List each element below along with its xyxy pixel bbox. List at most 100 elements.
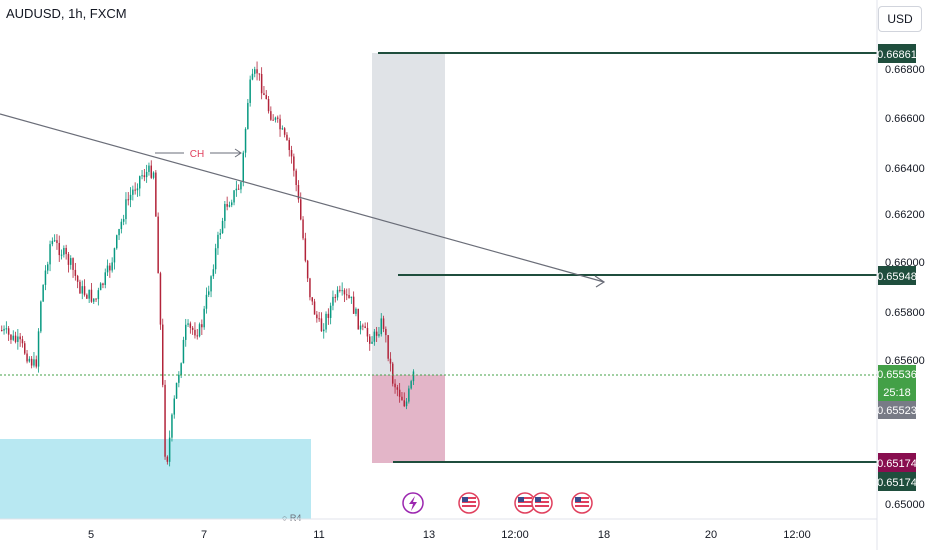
candle-body — [97, 290, 100, 300]
time-tick: 11 — [313, 529, 324, 541]
candle-body — [30, 358, 33, 366]
candle-body — [274, 117, 277, 120]
price-tick: 0.66800 — [885, 64, 925, 76]
candle-body — [371, 341, 373, 344]
candle-body — [120, 221, 123, 230]
candle-body — [35, 359, 37, 367]
candle-body — [132, 189, 134, 195]
candle-body — [394, 383, 396, 388]
candle-body — [175, 382, 178, 399]
candle-body — [63, 247, 65, 255]
candle-body — [201, 324, 203, 328]
candle-body — [155, 172, 157, 217]
candle-body — [44, 270, 47, 285]
candle-body — [375, 331, 378, 336]
event-markers[interactable] — [402, 492, 593, 514]
candle-body — [185, 324, 187, 340]
candle-body — [403, 400, 405, 407]
candle-body — [332, 296, 334, 306]
candle-body — [182, 339, 185, 364]
trend-line[interactable] — [0, 113, 605, 283]
candle-body — [323, 329, 325, 332]
candle-body — [320, 318, 323, 332]
time-tick: 12:00 — [501, 529, 529, 541]
candle-body — [281, 128, 284, 130]
candle-body — [150, 165, 152, 178]
candle-body — [350, 296, 353, 298]
price-tick: 0.65600 — [885, 355, 925, 367]
tag-bg — [878, 44, 916, 63]
us-flag-icon[interactable] — [514, 492, 536, 514]
candle-body — [14, 335, 17, 342]
candle-body — [398, 389, 401, 397]
candle-body — [99, 283, 102, 291]
candle-body — [113, 248, 116, 263]
candle-body — [5, 328, 8, 330]
candle-body — [256, 69, 258, 74]
candle-body — [76, 275, 79, 282]
candle-body — [249, 79, 251, 103]
candle-body — [231, 202, 233, 206]
candle-body — [228, 205, 231, 207]
time-axis[interactable]: 5 7 11 13 12:00 18 20 12:00 — [88, 529, 811, 541]
us-flag-icon[interactable] — [571, 492, 593, 514]
us-flag-icon[interactable] — [531, 492, 553, 514]
demand-zone[interactable] — [0, 439, 311, 519]
candle-body — [290, 150, 293, 157]
candle-body — [104, 272, 106, 285]
candle-body — [162, 324, 164, 385]
candle-body — [364, 326, 366, 328]
candle-body — [148, 165, 150, 172]
candle-body — [405, 401, 408, 407]
time-tick: 18 — [598, 529, 610, 541]
candle-body — [362, 325, 364, 327]
candle-body — [389, 358, 392, 364]
candle-body — [171, 414, 173, 438]
candle-body — [210, 276, 212, 292]
candle-body — [56, 240, 58, 243]
candle-body — [408, 388, 410, 402]
candle-body — [58, 242, 60, 256]
candle-body — [60, 254, 63, 256]
price-tag-label: 0.65523 — [877, 405, 917, 417]
candle-body — [70, 258, 72, 265]
candle-body — [247, 102, 249, 129]
candle-body — [139, 176, 141, 189]
candle-body — [270, 111, 272, 120]
candle-body — [396, 387, 399, 390]
candle-body — [410, 381, 412, 389]
candle-body — [343, 290, 346, 295]
price-tick: 0.65800 — [885, 307, 925, 319]
candle-body — [33, 359, 35, 366]
candle-body — [67, 254, 70, 265]
candle-body — [309, 278, 311, 298]
candle-body — [116, 235, 118, 249]
candle-body — [359, 325, 362, 330]
candle-body — [346, 294, 348, 296]
price-axis[interactable]: 0.66800 0.66600 0.66400 0.66200 0.66000 … — [885, 64, 925, 511]
candle-body — [329, 305, 332, 318]
price-tick: 0.66200 — [885, 209, 925, 221]
candle-body — [134, 189, 136, 191]
candle-body — [267, 99, 270, 112]
time-tick: 7 — [201, 529, 207, 541]
price-tag-label: 0.66861 — [877, 49, 917, 61]
candle-body — [240, 182, 242, 190]
candle-body — [302, 219, 304, 239]
lightning-icon[interactable] — [402, 492, 424, 514]
candle-body — [118, 229, 120, 236]
candle-body — [180, 363, 182, 375]
candle-body — [348, 295, 350, 298]
tag-bg — [878, 383, 916, 401]
candle-body — [258, 73, 261, 75]
candle-body — [143, 175, 146, 178]
currency-button[interactable]: USD — [878, 6, 922, 32]
us-flag-icon[interactable] — [458, 492, 480, 514]
candle-body — [244, 128, 247, 153]
candle-body — [208, 291, 210, 295]
candle-body — [40, 301, 42, 332]
time-tick: 13 — [423, 529, 435, 541]
candle-body — [51, 240, 54, 245]
candle-body — [24, 343, 26, 354]
